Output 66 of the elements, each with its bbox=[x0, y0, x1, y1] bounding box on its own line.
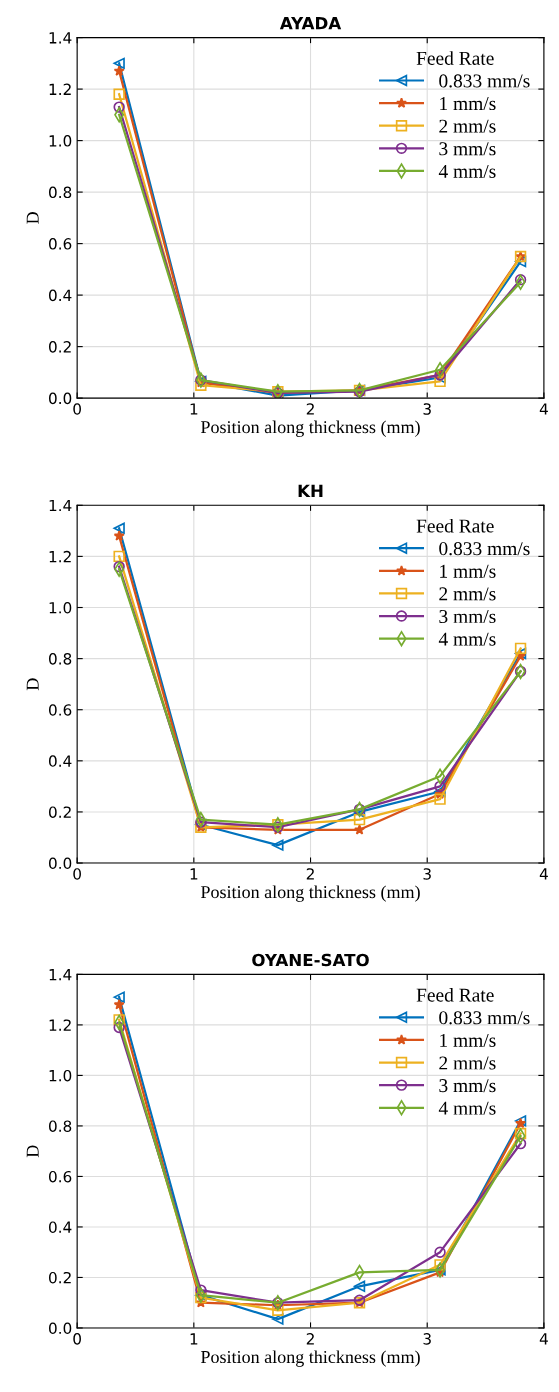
legend-label: 2 mm/s bbox=[439, 119, 496, 133]
legend-label: 0.833 mm/s bbox=[439, 74, 530, 88]
legend-label: 3 mm/s bbox=[439, 1079, 496, 1093]
y-tick-label: 1.2 bbox=[49, 83, 71, 95]
legend-label: 2 mm/s bbox=[439, 587, 496, 601]
x-tick-label: 3 bbox=[423, 868, 431, 880]
legend-label: 0.833 mm/s bbox=[439, 542, 530, 556]
x-tick-label: 4 bbox=[539, 403, 548, 415]
legend-label: 4 mm/s bbox=[438, 1101, 496, 1115]
x-tick-label: 0 bbox=[73, 403, 81, 415]
x-tick-label: 3 bbox=[423, 1333, 431, 1345]
y-tick-label: 0.4 bbox=[48, 755, 72, 767]
x-tick-label: 2 bbox=[306, 868, 314, 880]
x-tick-label: 2 bbox=[306, 1333, 314, 1345]
y-axis-title: D bbox=[26, 212, 39, 224]
x-axis-title: Position along thickness (mm) bbox=[200, 1350, 420, 1367]
y-tick-label: 0.8 bbox=[48, 1120, 72, 1132]
chart-title: OYANE-SATO bbox=[252, 953, 369, 967]
legend-label: 2 mm/s bbox=[439, 1056, 496, 1070]
y-tick-label: 0.0 bbox=[48, 392, 72, 405]
chart-title: KH bbox=[298, 484, 323, 497]
legend-label: 4 mm/s bbox=[438, 632, 496, 646]
y-tick-label: 0.2 bbox=[48, 806, 71, 818]
chart-title: AYADA bbox=[279, 17, 342, 30]
legend-title: Feed Rate bbox=[416, 988, 494, 1002]
legend-title: Feed Rate bbox=[416, 518, 494, 533]
y-tick-label: 0.6 bbox=[48, 704, 72, 716]
legend-label: 3 mm/s bbox=[439, 609, 496, 624]
y-tick-label: 1.4 bbox=[49, 32, 72, 44]
y-tick-label: 0.4 bbox=[48, 1221, 72, 1233]
legend-label: 3 mm/s bbox=[439, 142, 496, 156]
y-axis-title: D bbox=[26, 1145, 39, 1158]
y-tick-label: 0.0 bbox=[48, 857, 72, 870]
x-tick-label: 2 bbox=[306, 403, 314, 415]
x-tick-label: 4 bbox=[539, 868, 548, 880]
legend-label: 0.833 mm/s bbox=[439, 1011, 530, 1025]
y-tick-label: 0.6 bbox=[48, 238, 72, 250]
y-tick-label: 1.0 bbox=[49, 135, 72, 147]
y-tick-label: 1.4 bbox=[49, 969, 72, 981]
x-tick-label: 0 bbox=[73, 1333, 81, 1345]
y-tick-label: 1.4 bbox=[49, 499, 72, 512]
x-tick-label: 4 bbox=[539, 1333, 548, 1345]
y-tick-label: 1.0 bbox=[49, 601, 72, 614]
y-tick-label: 1.2 bbox=[49, 550, 71, 563]
x-tick-label: 1 bbox=[190, 403, 198, 415]
x-tick-label: 1 bbox=[190, 1333, 198, 1345]
y-tick-label: 0.2 bbox=[48, 341, 71, 353]
legend-title: Feed Rate bbox=[416, 51, 494, 65]
y-tick-label: 0.0 bbox=[48, 1322, 72, 1334]
x-tick-label: 1 bbox=[190, 868, 198, 880]
legend-label: 1 mm/s bbox=[440, 1033, 496, 1047]
legend-label: 1 mm/s bbox=[440, 97, 496, 111]
y-tick-label: 0.8 bbox=[48, 186, 72, 199]
y-tick-label: 0.8 bbox=[48, 653, 72, 665]
y-tick-label: 0.4 bbox=[48, 289, 72, 302]
y-tick-label: 1.0 bbox=[49, 1069, 72, 1082]
x-axis-title: Position along thickness (mm) bbox=[200, 420, 420, 437]
legend-label: 4 mm/s bbox=[438, 164, 496, 178]
y-axis-title: D bbox=[26, 678, 39, 691]
x-tick-label: 0 bbox=[73, 868, 81, 880]
legend-label: 1 mm/s bbox=[440, 564, 496, 578]
x-tick-label: 3 bbox=[423, 403, 431, 415]
y-tick-label: 0.2 bbox=[48, 1271, 71, 1284]
y-tick-label: 0.6 bbox=[48, 1170, 72, 1183]
x-axis-title: Position along thickness (mm) bbox=[200, 885, 420, 902]
y-tick-label: 1.2 bbox=[49, 1019, 71, 1031]
